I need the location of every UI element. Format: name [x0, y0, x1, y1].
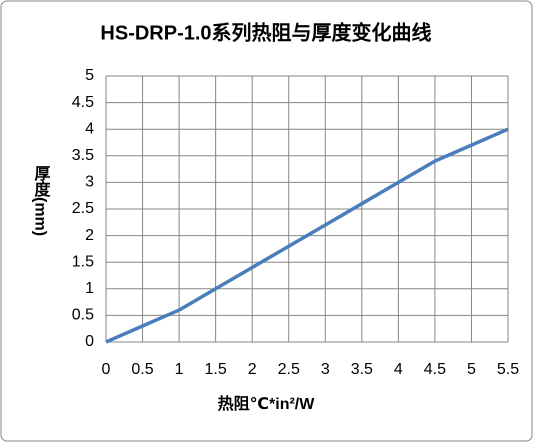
x-tick-label: 4.5: [424, 361, 446, 378]
data-line: [105, 127, 509, 344]
chart-title: HS-DRP-1.0系列热阻与厚度变化曲线: [100, 20, 431, 44]
x-tick-label: 3.5: [351, 361, 373, 378]
y-tick-label: 3: [85, 174, 94, 191]
y-tick-label: 1.5: [72, 253, 94, 270]
y-tick-label: 4.5: [72, 94, 94, 111]
y-tick-label: 3.5: [72, 147, 94, 164]
y-tick-label: 5: [85, 67, 94, 84]
y-tick-label: 0: [85, 333, 94, 350]
x-tick-label: 5: [467, 361, 476, 378]
y-tick-label: 2: [85, 227, 94, 244]
x-tick-label: 2.5: [278, 361, 300, 378]
x-tick-label: 3: [321, 361, 330, 378]
x-tick-label: 5.5: [497, 361, 519, 378]
x-tick-label: 2: [248, 361, 257, 378]
y-tick-label: 1: [85, 280, 94, 297]
x-axis-label: 热阻℃*in²/W: [218, 394, 316, 413]
x-tick-label: 0: [102, 361, 111, 378]
y-tick-label: 2.5: [72, 200, 94, 217]
y-axis-label: 厚度(mm): [32, 165, 51, 236]
x-tick-label: 1.5: [205, 361, 227, 378]
x-tick-label: 0.5: [131, 361, 153, 378]
x-tick-label: 4: [394, 361, 403, 378]
x-tick-label: 1: [175, 361, 184, 378]
y-tick-label: 4: [85, 120, 94, 137]
y-tick-label: 0.5: [72, 307, 94, 324]
